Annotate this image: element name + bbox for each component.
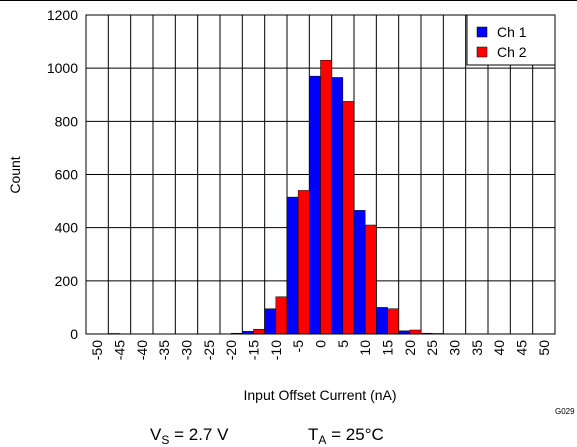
x-tick-label: 15 [380, 340, 396, 356]
x-tick-label: -30 [179, 340, 195, 360]
vs-main: V [150, 425, 162, 444]
figure-code: G029 [555, 407, 575, 416]
bar [409, 329, 422, 335]
bar [309, 75, 321, 335]
legend-label: Ch 1 [497, 24, 527, 40]
x-tick-label: 35 [469, 340, 485, 356]
bar [253, 328, 265, 335]
plot-frame [85, 14, 556, 335]
x-tick-label: -40 [134, 340, 150, 360]
bar [331, 77, 344, 335]
bar [286, 196, 299, 335]
x-tick-label: -15 [246, 340, 262, 360]
x-tick-label: -25 [201, 340, 217, 360]
x-axis-label: Input Offset Current (nA) [243, 387, 396, 403]
bar [275, 296, 288, 335]
y-tick-label: 200 [55, 273, 79, 289]
vs-annotation: VS = 2.7 V [150, 425, 229, 447]
bar [320, 59, 332, 335]
bar [364, 224, 377, 335]
x-tick-label: 10 [357, 340, 373, 356]
vs-sub: S [161, 433, 169, 447]
y-tick-label: 1000 [47, 60, 78, 76]
y-tick-label: 0 [70, 326, 78, 342]
legend-label: Ch 2 [497, 44, 527, 60]
bar [264, 308, 277, 335]
x-tick-label: -50 [89, 340, 105, 360]
bar [376, 307, 388, 335]
x-tick-label: 25 [424, 340, 440, 356]
ta-annotation: TA = 25°C [308, 425, 384, 447]
legend-swatch [476, 26, 488, 38]
y-axis-label: Count [7, 156, 23, 193]
ta-rest: = 25°C [326, 425, 383, 444]
x-tick-label: 45 [514, 340, 530, 356]
x-tick-label: -35 [156, 340, 172, 360]
y-tick-label: 600 [55, 167, 79, 183]
legend-swatch [476, 46, 488, 58]
y-tick-label: 400 [55, 220, 79, 236]
x-tick-label: 40 [491, 340, 507, 356]
y-tick-label: 1200 [47, 7, 78, 23]
x-tick-label: -20 [223, 340, 239, 360]
x-tick-label: 0 [313, 340, 329, 348]
x-tick-label: -10 [268, 340, 284, 360]
ta-sub: A [318, 433, 326, 447]
bar [342, 101, 355, 335]
vs-rest: = 2.7 V [169, 425, 229, 444]
x-tick-label: 30 [447, 340, 463, 356]
x-tick-label: 5 [335, 340, 351, 348]
x-tick-label: -45 [112, 340, 128, 360]
x-tick-label: 20 [402, 340, 418, 356]
y-tick-label: 800 [55, 113, 79, 129]
bar [297, 190, 310, 335]
bar [353, 210, 366, 335]
x-tick-label: 50 [536, 340, 552, 356]
ta-main: T [308, 425, 318, 444]
x-tick-label: -5 [290, 340, 306, 353]
bar [387, 308, 399, 335]
